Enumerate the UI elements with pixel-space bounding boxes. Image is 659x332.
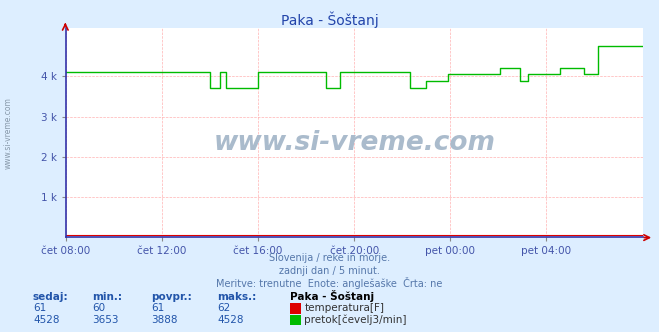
Text: zadnji dan / 5 minut.: zadnji dan / 5 minut.	[279, 266, 380, 276]
Text: sedaj:: sedaj:	[33, 292, 69, 302]
Text: Slovenija / reke in morje.: Slovenija / reke in morje.	[269, 253, 390, 263]
Text: 3888: 3888	[152, 315, 178, 325]
Text: temperatura[F]: temperatura[F]	[304, 303, 384, 313]
Text: pretok[čevelj3/min]: pretok[čevelj3/min]	[304, 314, 407, 325]
Text: 61: 61	[33, 303, 46, 313]
Text: 61: 61	[152, 303, 165, 313]
Text: min.:: min.:	[92, 292, 123, 302]
Text: www.si-vreme.com: www.si-vreme.com	[214, 130, 495, 156]
Text: Meritve: trenutne  Enote: anglešaške  Črta: ne: Meritve: trenutne Enote: anglešaške Črta…	[216, 277, 443, 289]
Text: maks.:: maks.:	[217, 292, 257, 302]
Text: 62: 62	[217, 303, 231, 313]
Text: 3653: 3653	[92, 315, 119, 325]
Text: povpr.:: povpr.:	[152, 292, 192, 302]
Text: www.si-vreme.com: www.si-vreme.com	[3, 97, 13, 169]
Text: 60: 60	[92, 303, 105, 313]
Text: 4528: 4528	[33, 315, 59, 325]
Text: Paka - Šoštanj: Paka - Šoštanj	[281, 12, 378, 28]
Text: Paka - Šoštanj: Paka - Šoštanj	[290, 290, 374, 302]
Text: 4528: 4528	[217, 315, 244, 325]
